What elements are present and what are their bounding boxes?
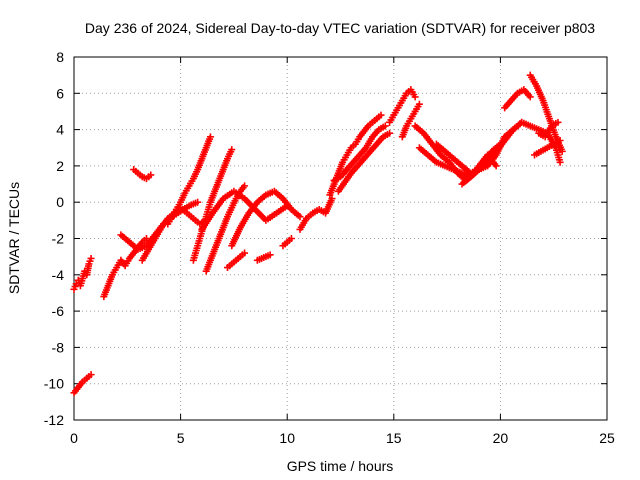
y-tick-label: 4 xyxy=(56,122,64,138)
y-tick-label: -10 xyxy=(44,376,64,392)
data-point-plus xyxy=(266,251,274,259)
y-tick-label: -8 xyxy=(52,339,65,355)
data-point-plus xyxy=(241,182,249,190)
data-point-plus xyxy=(492,162,500,170)
y-tick-label: 0 xyxy=(56,194,64,210)
x-tick-label: 25 xyxy=(599,430,615,446)
data-point-plus xyxy=(554,118,562,126)
data-point-plus xyxy=(194,198,202,206)
data-point-plus xyxy=(556,136,564,144)
y-tick-label: 6 xyxy=(56,85,64,101)
data-point-plus xyxy=(526,93,534,101)
data-point-plus xyxy=(228,146,236,154)
chart-title: Day 236 of 2024, Sidereal Day-to-day VTE… xyxy=(85,20,595,36)
x-axis-label: GPS time / hours xyxy=(287,458,394,474)
x-tick-label: 10 xyxy=(279,430,295,446)
x-tick-label: 20 xyxy=(493,430,509,446)
data-point-plus xyxy=(241,249,249,257)
data-point-plus xyxy=(147,171,155,179)
data-point-plus xyxy=(377,111,385,119)
y-tick-label: -6 xyxy=(52,303,65,319)
y-axis-label: SDTVAR / TECUs xyxy=(6,182,22,294)
axis-ticks: 0 5 10 15 20 25 -12 -10 -8 -6 -4 -2 0 2 4 6 8 xyxy=(44,49,615,446)
data-point-plus xyxy=(206,133,214,141)
x-tick-label: 0 xyxy=(70,430,78,446)
x-tick-label: 5 xyxy=(177,430,185,446)
y-tick-label: -2 xyxy=(52,231,65,247)
data-point-plus xyxy=(87,371,95,379)
data-point-plus xyxy=(87,254,95,262)
data-point-plus xyxy=(328,195,336,203)
y-tick-label: 2 xyxy=(56,158,64,174)
data-point-plus xyxy=(296,213,304,221)
data-point-plus xyxy=(411,93,419,101)
data-point-plus xyxy=(287,235,295,242)
y-tick-label: 8 xyxy=(56,49,64,65)
data-point-plus xyxy=(386,129,394,137)
data-points xyxy=(70,71,566,397)
y-tick-label: -12 xyxy=(44,412,64,428)
data-point-plus xyxy=(558,147,566,155)
data-point-plus xyxy=(556,158,564,166)
x-tick-label: 15 xyxy=(386,430,402,446)
data-point-plus xyxy=(381,122,389,130)
y-tick-label: -4 xyxy=(52,267,65,283)
data-point-plus xyxy=(415,100,423,108)
